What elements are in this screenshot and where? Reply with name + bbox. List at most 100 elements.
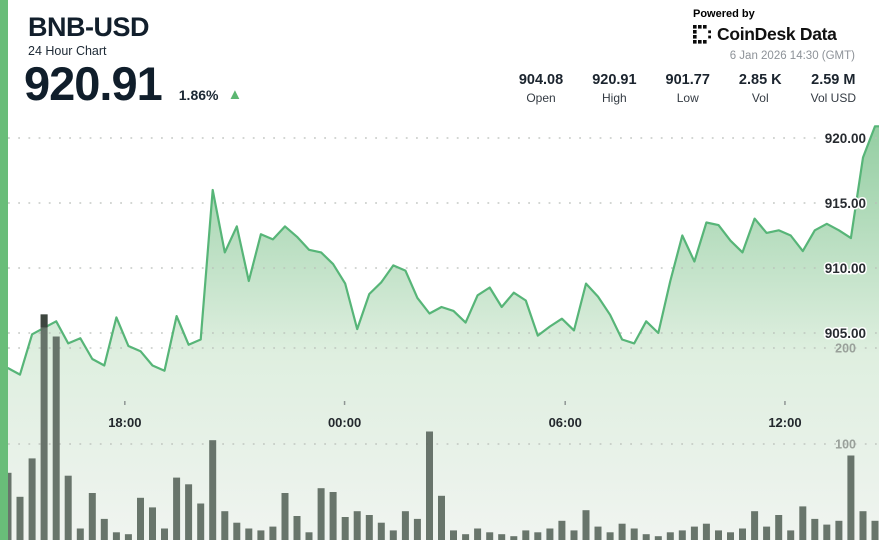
price-area-fill	[8, 126, 879, 540]
volume-bar	[305, 532, 313, 540]
volume-bar	[365, 515, 373, 540]
volume-bar	[739, 528, 746, 540]
chart-subtitle: 24 Hour Chart	[28, 44, 107, 59]
time-tick-label: 00:00	[328, 415, 361, 430]
accent-bar	[0, 0, 8, 540]
volume-bar	[16, 496, 24, 540]
stat-label: High	[602, 91, 627, 105]
volume-bar	[570, 530, 578, 540]
volume-bar	[462, 534, 470, 540]
volume-bar	[149, 507, 156, 540]
volume-bar	[558, 520, 566, 540]
chart-timestamp: 6 Jan 2026 14:30 (GMT)	[729, 50, 855, 62]
volume-axis-labels: 200 100	[835, 342, 856, 452]
price-line	[6, 125, 879, 376]
stat-volume-usd: 2.59 M Vol USD	[811, 72, 856, 105]
volume-bar	[269, 526, 277, 540]
stat-value: 2.59 M	[811, 72, 856, 88]
symbol-title: BNB-USD	[28, 12, 150, 42]
time-tick-label: 12:00	[768, 415, 801, 430]
volume-bar	[185, 484, 193, 540]
volume-bar	[606, 532, 614, 540]
stat-label: Vol	[751, 91, 769, 105]
volume-bar	[341, 517, 349, 540]
volume-bar	[88, 493, 96, 540]
volume-bar	[787, 530, 795, 540]
volume-bar	[100, 518, 108, 540]
volume-bar	[28, 458, 36, 540]
volume-bar	[835, 520, 843, 540]
volume-bar	[594, 526, 602, 540]
volume-bar	[124, 534, 132, 540]
stats-row: 904.08 Open 920.91 High 901.77 Low 2.85 …	[490, 72, 856, 105]
volume-bar	[450, 530, 457, 540]
volume-bar	[847, 455, 855, 540]
stat-value: 2.85 K	[738, 72, 782, 88]
volume-bar	[257, 530, 265, 540]
volume-bar	[702, 523, 710, 540]
volume-bar	[510, 536, 518, 540]
volume-bar	[871, 520, 879, 540]
price-tick-label: 905.00	[825, 326, 866, 341]
coindesk-dots-icon	[693, 25, 712, 44]
volume-bar	[353, 511, 361, 540]
volume-bar	[221, 511, 229, 540]
volume-bar	[582, 510, 590, 540]
volume-bar	[112, 532, 120, 540]
stat-low: 901.77 Low	[666, 72, 710, 105]
chart-header: BNB-USD 24 Hour Chart	[28, 12, 150, 59]
stat-label: Vol USD	[810, 91, 856, 105]
stat-value: 901.77	[665, 72, 710, 88]
stat-label: Low	[676, 91, 699, 105]
volume-bar	[233, 522, 241, 540]
powered-by-block: Powered by CoinDesk Data 6 Jan 2026 14:3…	[693, 8, 855, 62]
volume-bar	[775, 515, 783, 540]
volume-bar	[799, 506, 807, 540]
volume-bar	[64, 475, 72, 540]
volume-bar	[678, 530, 686, 540]
volume-bar	[522, 530, 530, 540]
volume-bar	[486, 532, 494, 540]
volume-bar	[52, 336, 60, 540]
volume-bar	[245, 528, 253, 540]
volume-bar	[727, 532, 734, 540]
price-axis-labels: 920.00 915.00 910.00 905.00	[823, 130, 867, 343]
time-tick-label: 06:00	[549, 415, 582, 430]
volume-bar-cap	[40, 314, 48, 328]
volume-bar	[618, 523, 626, 540]
volume-bar	[161, 528, 168, 540]
volume-bar	[751, 511, 759, 540]
volume-bar	[4, 472, 12, 540]
gridlines	[8, 137, 879, 445]
stat-open: 904.08 Open	[519, 72, 563, 105]
powered-by-label: Powered by	[693, 8, 755, 20]
volume-bar	[413, 518, 421, 540]
volume-bar	[317, 488, 325, 540]
volume-bars	[4, 314, 879, 540]
volume-bar	[40, 314, 48, 540]
volume-bar	[197, 503, 205, 540]
volume-bar	[630, 528, 638, 540]
volume-tick-label: 100	[835, 438, 856, 452]
stat-high: 920.91 High	[592, 72, 636, 105]
volume-bar	[293, 516, 301, 540]
volume-bar	[642, 534, 650, 540]
price-tick-label: 920.00	[825, 131, 866, 146]
volume-bar	[281, 493, 289, 540]
volume-bar	[137, 497, 144, 540]
volume-bar	[690, 526, 698, 540]
up-arrow-icon: ▲	[227, 86, 243, 103]
volume-bar	[173, 477, 181, 540]
coindesk-data-logo[interactable]: CoinDesk Data	[693, 24, 855, 45]
volume-bar	[859, 511, 867, 540]
volume-bar	[329, 492, 337, 540]
price-tick-label: 910.00	[825, 261, 866, 276]
volume-bar	[654, 536, 662, 540]
coindesk-brand-name: CoinDesk Data	[717, 24, 837, 44]
price-row: 920.91 1.86% ▲	[24, 56, 242, 111]
volume-bar	[377, 522, 385, 540]
volume-bar	[546, 528, 554, 540]
volume-bar	[209, 440, 217, 540]
